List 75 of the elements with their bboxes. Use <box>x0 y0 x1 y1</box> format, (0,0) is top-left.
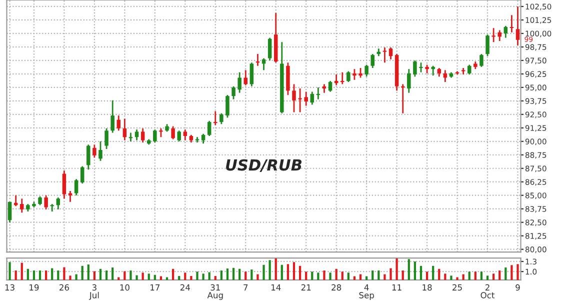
candlestick <box>292 83 296 113</box>
x-tick-label: 25 <box>452 284 462 291</box>
candlestick <box>244 69 248 86</box>
candlestick <box>352 68 356 81</box>
candlestick <box>92 144 96 158</box>
candlestick <box>298 88 302 113</box>
candlestick <box>86 144 90 170</box>
x-tick-label: 14 <box>271 284 281 290</box>
candlestick <box>201 133 206 144</box>
candlestick <box>20 198 24 214</box>
candlestick <box>80 166 84 184</box>
candlestick <box>226 94 230 118</box>
candlestick <box>370 53 374 69</box>
candlestick <box>232 86 236 100</box>
candlestick <box>68 190 72 203</box>
candlestick <box>238 72 242 94</box>
candlestick <box>104 128 108 150</box>
candlestick <box>346 70 350 83</box>
candlestick <box>468 64 472 76</box>
candlestick <box>122 118 127 142</box>
x-tick-label: 13 <box>5 284 14 291</box>
x-tick-label: 9 <box>516 284 520 291</box>
candlestick <box>358 67 362 78</box>
candlestick <box>413 60 417 78</box>
candlestick <box>480 53 484 68</box>
candlestick <box>214 110 218 126</box>
x-tick-label: 28 <box>332 284 342 291</box>
x-tick-label: 11 <box>392 284 402 290</box>
candlestick <box>171 126 175 140</box>
annotation: USD/RUB <box>226 159 302 172</box>
candlestick <box>98 140 102 162</box>
candlestick <box>498 30 502 42</box>
x-tick-label: 24 <box>180 284 190 290</box>
candlestick <box>516 6 520 46</box>
candlestick <box>431 65 435 76</box>
candlestick <box>62 170 66 200</box>
candlestick <box>340 72 344 85</box>
x-tick-label: 19 <box>30 284 39 291</box>
candlestick <box>153 128 157 144</box>
x-tick-label: 26 <box>60 284 69 291</box>
candlestick <box>134 128 139 142</box>
candlestick <box>364 64 368 78</box>
candlestick <box>140 128 145 144</box>
candlestick <box>486 34 490 57</box>
candlestick <box>328 80 332 92</box>
x-tick-label: 4 Sep <box>359 284 374 300</box>
x-tick-label: 18 <box>422 284 432 291</box>
candlestick <box>388 46 393 60</box>
candlestick <box>183 128 188 142</box>
x-tick-label: 10 <box>120 284 130 291</box>
candlestick <box>50 203 54 212</box>
candlestick <box>492 27 496 43</box>
candlestick <box>504 25 508 38</box>
x-tick-label: 3 Jul <box>88 284 99 300</box>
x-tick-label: 2 Oct <box>480 284 495 298</box>
x-tick-label: 7 <box>244 284 248 290</box>
x-tick-label: 17 <box>150 284 160 290</box>
candlestick <box>304 91 308 106</box>
candlestick <box>220 112 224 125</box>
candlestick <box>407 68 411 94</box>
candlestick <box>250 62 254 88</box>
candlestick <box>110 100 114 134</box>
candlestick <box>310 91 314 106</box>
candlestick <box>268 37 272 62</box>
candlestick <box>116 114 121 132</box>
candlestick <box>382 46 387 64</box>
candlestick <box>419 62 423 74</box>
candlestick <box>56 196 60 210</box>
candlestick <box>74 178 78 196</box>
candlestick <box>207 120 212 137</box>
candlestick <box>177 130 181 142</box>
x-tick-label: 31 Aug <box>207 284 223 300</box>
candlestick <box>44 194 48 210</box>
candlestick <box>8 201 12 224</box>
x-tick-label: 21 <box>301 284 311 290</box>
